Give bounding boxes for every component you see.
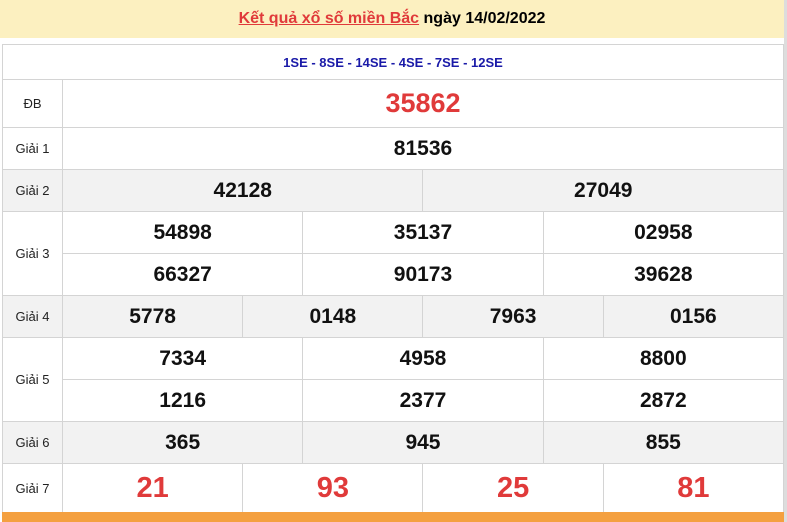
prize-number: 21	[61, 463, 244, 513]
prize-number: 7334	[61, 337, 304, 380]
prize-number: 5778	[61, 295, 244, 338]
prize-number: 35862	[62, 79, 784, 128]
prize-number: 4958	[302, 337, 544, 380]
prize-number: 93	[242, 463, 424, 513]
prize-number: 1216	[61, 379, 304, 422]
prize-label: ĐB	[2, 79, 63, 128]
prize-number: 0148	[242, 295, 424, 338]
prize-row-g5: Giải 5 7334 4958 8800	[2, 337, 785, 422]
results-title-link[interactable]: Kết quả xổ số miền Bắc	[238, 10, 420, 27]
prize-number: 39628	[542, 253, 785, 296]
prize-label: Giải 7	[2, 463, 63, 513]
results-date: ngày 14/02/2022	[423, 10, 546, 27]
prize-row-g5b: 1216 2377 2872	[3, 379, 785, 422]
prize-number: 81	[602, 463, 785, 513]
prize-number: 90173	[302, 253, 544, 296]
prize-row-db: ĐB 35862	[2, 79, 784, 128]
prize-number: 2377	[302, 379, 544, 422]
results-table: 1SE - 8SE - 14SE - 4SE - 7SE - 12SE ĐB 35…	[2, 44, 785, 513]
prize-number: 66327	[61, 253, 304, 296]
prize-number: 81536	[62, 127, 784, 170]
prize-number: 7963	[422, 295, 604, 338]
prize-number: 945	[302, 421, 544, 464]
prize-number: 27049	[422, 169, 784, 212]
prize-row-g7: Giải 7 21 93 25 81	[2, 463, 785, 513]
prize-number: 2872	[542, 379, 785, 422]
prize-number: 855	[542, 421, 785, 464]
prize-label: Giải 1	[2, 127, 63, 170]
prize-row-g3b: 66327 90173 39628	[3, 253, 785, 296]
prize-number: 8800	[542, 337, 785, 380]
prize-number: 35137	[302, 211, 544, 254]
scrollbar[interactable]	[784, 0, 787, 522]
prize-number: 365	[61, 421, 304, 464]
prize-number: 0156	[602, 295, 785, 338]
special-codes: 1SE - 8SE - 14SE - 4SE - 7SE - 12SE	[2, 44, 784, 80]
footer-bar	[2, 512, 784, 522]
prize-number: 02958	[542, 211, 785, 254]
prize-row-g1: Giải 1 81536	[2, 127, 784, 170]
prize-row-g6: Giải 6 365 945 855	[2, 421, 785, 464]
prize-label: Giải 5	[2, 337, 63, 422]
codes-row: 1SE - 8SE - 14SE - 4SE - 7SE - 12SE	[2, 44, 784, 80]
prize-label: Giải 3	[2, 211, 63, 296]
prize-row-g4: Giải 4 5778 0148 7963 0156	[2, 295, 785, 338]
prize-label: Giải 2	[2, 169, 63, 212]
prize-number: 25	[422, 463, 604, 513]
results-header: Kết quả xổ số miền Bắc ngày 14/02/2022	[0, 0, 784, 38]
prize-number: 54898	[61, 211, 304, 254]
prize-number: 42128	[61, 169, 424, 212]
prize-label: Giải 6	[2, 421, 63, 464]
prize-label: Giải 4	[2, 295, 63, 338]
prize-row-g3: Giải 3 54898 35137 02958	[2, 211, 785, 296]
prize-row-g2: Giải 2 42128 27049	[2, 169, 784, 212]
